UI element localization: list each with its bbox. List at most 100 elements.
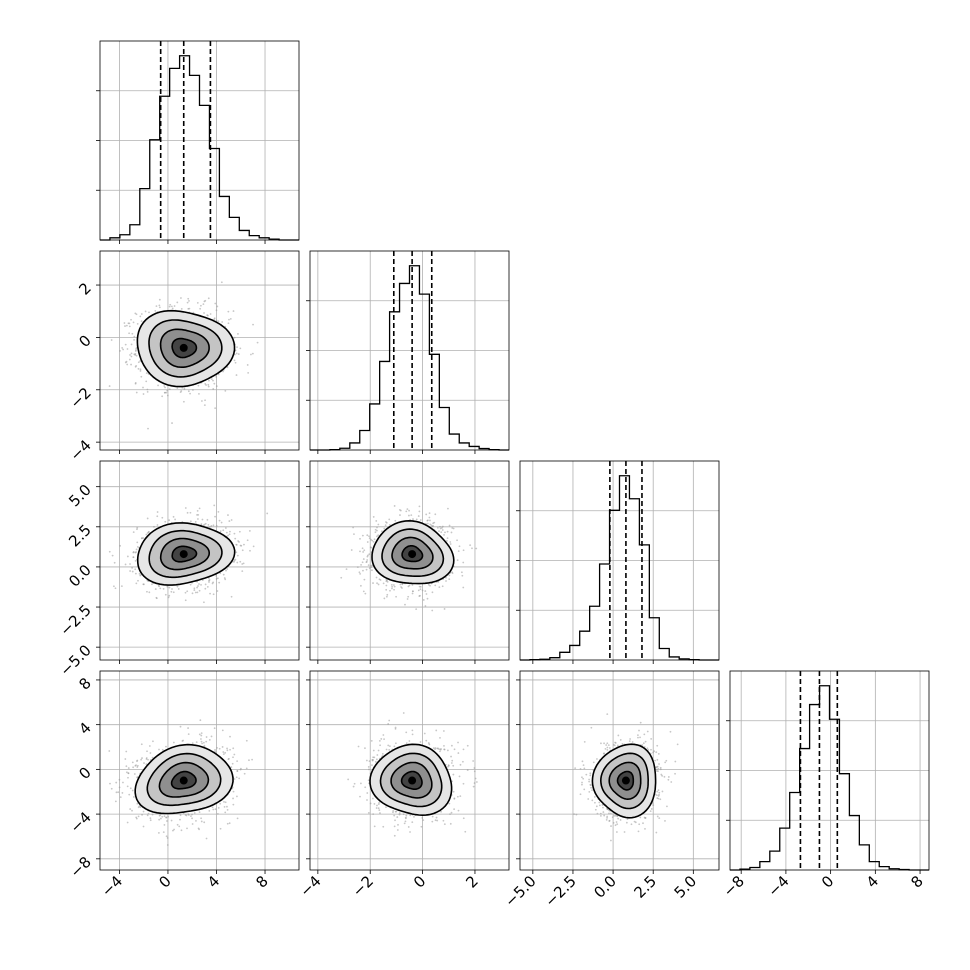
scatter-point xyxy=(450,762,453,764)
scatter-point xyxy=(145,533,148,536)
panel-content xyxy=(108,281,259,430)
scatter-point xyxy=(399,583,402,586)
scatter-point xyxy=(207,383,210,386)
scatter-point xyxy=(134,350,137,352)
scatter-point xyxy=(210,735,213,738)
scatter-point xyxy=(399,509,402,512)
scatter-point xyxy=(361,561,364,564)
scatter-point xyxy=(588,778,590,781)
scatter-point xyxy=(135,816,138,819)
scatter-point xyxy=(200,732,203,735)
scatter-point xyxy=(619,739,622,741)
scatter-point xyxy=(245,739,248,742)
scatter-point xyxy=(227,758,230,761)
scatter-point xyxy=(239,347,242,350)
scatter-point xyxy=(362,569,364,572)
scatter-point xyxy=(594,808,597,811)
scatter-point xyxy=(368,535,370,538)
scatter-point xyxy=(340,576,343,579)
scatter-point xyxy=(186,301,189,304)
scatter-point xyxy=(443,534,445,536)
scatter-point xyxy=(657,789,660,792)
x-tick-label: −4 xyxy=(98,872,126,900)
y-tick-label: −5.0 xyxy=(56,641,94,679)
scatter-point xyxy=(388,719,391,722)
scatter-point xyxy=(457,809,460,812)
x-tick-label: 2 xyxy=(462,872,481,891)
scatter-point xyxy=(234,361,237,364)
scatter-point xyxy=(408,509,410,512)
scatter-point xyxy=(405,814,408,817)
scatter-point xyxy=(241,570,244,573)
scatter-point xyxy=(375,807,378,809)
panel-content xyxy=(340,505,478,612)
scatter-point xyxy=(227,514,229,516)
scatter-point xyxy=(382,825,385,828)
scatter-point xyxy=(221,321,224,323)
scatter-point xyxy=(608,812,610,815)
scatter-point xyxy=(654,759,656,762)
scatter-point xyxy=(393,745,396,748)
scatter-point xyxy=(239,544,242,547)
scatter-point xyxy=(379,744,381,747)
contour-line xyxy=(599,752,650,810)
scatter-point xyxy=(415,518,418,521)
scatter-point xyxy=(646,747,649,750)
scatter-point xyxy=(582,764,585,767)
scatter-point xyxy=(148,745,151,747)
scatter-point xyxy=(186,511,189,514)
scatter-point xyxy=(366,799,368,801)
scatter-point xyxy=(659,766,662,769)
panel-content xyxy=(347,712,478,837)
scatter-point xyxy=(427,583,430,586)
scatter-point xyxy=(161,815,164,818)
scatter-point xyxy=(376,582,378,585)
scatter-point xyxy=(674,760,677,763)
scatter-point xyxy=(426,519,429,522)
scatter-point xyxy=(212,593,215,596)
scatter-point xyxy=(426,522,429,525)
scatter-point xyxy=(212,808,215,811)
scatter-point xyxy=(458,775,461,778)
scatter-point xyxy=(404,816,407,819)
scatter-point xyxy=(428,743,431,746)
scatter-point xyxy=(198,811,201,813)
scatter-point xyxy=(154,588,157,590)
scatter-point xyxy=(232,310,235,312)
scatter-point xyxy=(600,742,602,745)
scatter-point xyxy=(372,813,375,815)
scatter-point xyxy=(140,758,143,761)
scatter-point xyxy=(159,587,162,590)
scatter-point xyxy=(656,790,659,793)
scatter-point xyxy=(124,343,127,346)
scatter-point xyxy=(228,822,231,825)
scatter-point xyxy=(373,803,376,805)
scatter-point xyxy=(646,730,649,733)
scatter-point xyxy=(419,585,422,588)
scatter-point xyxy=(656,765,659,768)
scatter-point xyxy=(180,829,183,832)
scatter-point xyxy=(140,743,143,746)
scatter-point xyxy=(142,386,144,389)
scatter-point xyxy=(138,572,141,575)
scatter-point xyxy=(456,539,458,542)
scatter-point xyxy=(439,750,441,753)
scatter-point xyxy=(430,524,433,527)
scatter-point xyxy=(163,385,166,387)
scatter-point xyxy=(614,814,617,817)
scatter-point xyxy=(206,518,209,521)
scatter-point xyxy=(353,533,355,536)
scatter-point xyxy=(661,774,664,777)
scatter-point xyxy=(232,756,234,759)
scatter-point xyxy=(406,508,409,511)
scatter-point xyxy=(187,727,189,729)
scatter-point xyxy=(474,777,477,780)
scatter-point xyxy=(610,812,612,815)
scatter-point xyxy=(200,304,202,307)
scatter-point xyxy=(132,321,135,324)
scatter-point xyxy=(426,597,429,600)
scatter-point xyxy=(352,785,355,788)
scatter-point xyxy=(617,817,620,820)
scatter-point xyxy=(241,549,244,552)
